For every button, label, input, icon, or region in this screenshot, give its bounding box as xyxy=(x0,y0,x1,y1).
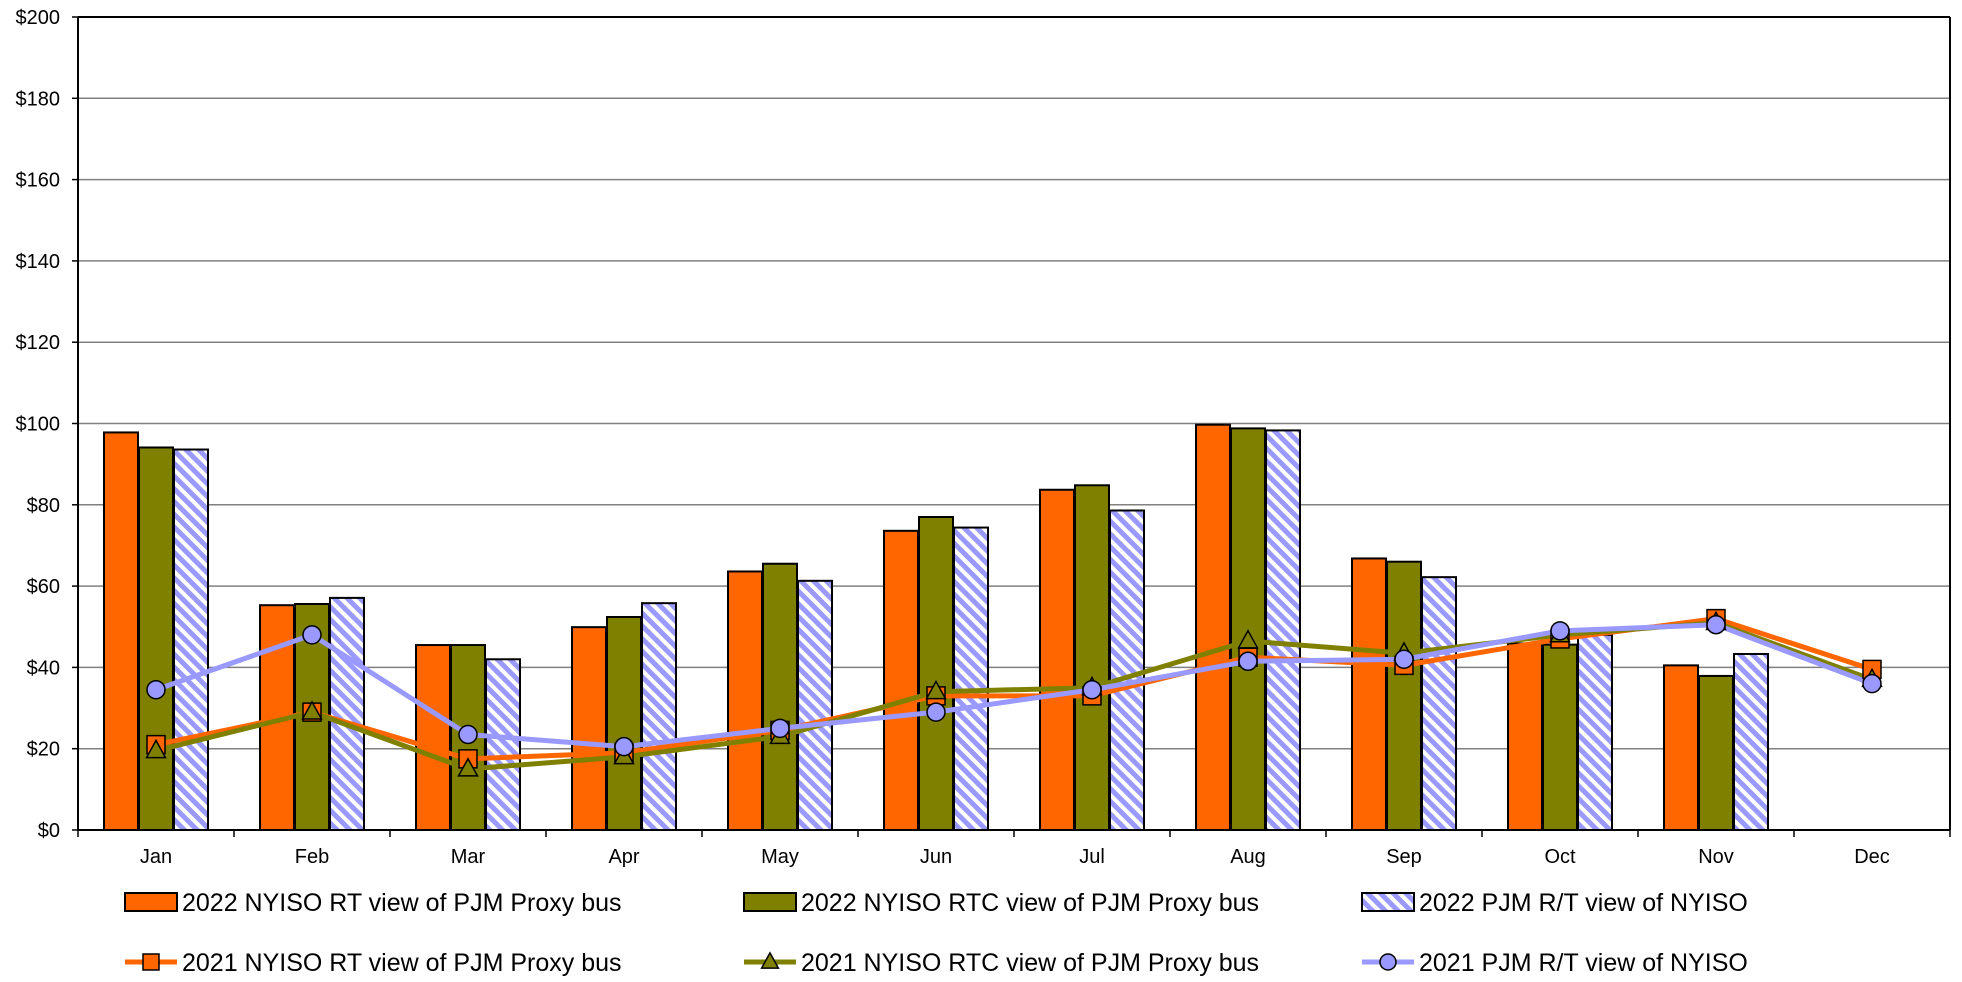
y-tick-label: $0 xyxy=(38,820,60,842)
marker-2021-pjm-r-t-view-of-nyiso xyxy=(1082,680,1102,700)
x-tick-label: Sep xyxy=(1386,846,1422,868)
y-tick-label: $160 xyxy=(16,170,61,192)
marker-2021-nyiso-rtc-view-of-pjm-proxy-bus xyxy=(145,738,167,759)
legend-swatch xyxy=(124,892,178,912)
series-markers xyxy=(145,608,1883,777)
bar-2022-nyiso-rt-view-of-pjm-proxy-bus xyxy=(571,626,607,831)
bar-2022-nyiso-rt-view-of-pjm-proxy-bus xyxy=(1039,488,1075,831)
legend-marker xyxy=(142,953,160,971)
bar-2022-nyiso-rtc-view-of-pjm-proxy-bus xyxy=(1074,484,1110,831)
bar-2022-pjm-r-t-view-of-nyiso xyxy=(485,658,521,832)
bar-2022-nyiso-rt-view-of-pjm-proxy-bus xyxy=(415,644,451,831)
y-tick-label: $100 xyxy=(16,414,61,436)
bar-2022-nyiso-rt-view-of-pjm-proxy-bus xyxy=(103,431,139,831)
bar-2022-nyiso-rtc-view-of-pjm-proxy-bus xyxy=(1542,643,1578,831)
marker-2021-nyiso-rtc-view-of-pjm-proxy-bus xyxy=(1237,629,1259,649)
y-tick-label: $180 xyxy=(16,88,61,110)
line-2021-nyiso-rtc-view-of-pjm-proxy-bus xyxy=(155,620,1873,772)
y-tick-label: $20 xyxy=(27,739,60,761)
legend-label: 2022 NYISO RT view of PJM Proxy bus xyxy=(182,889,622,917)
x-tick-label: Oct xyxy=(1544,846,1576,868)
bar-2022-nyiso-rt-view-of-pjm-proxy-bus xyxy=(727,570,763,831)
bar-2022-pjm-r-t-view-of-nyiso xyxy=(1109,509,1145,831)
bar-2022-nyiso-rt-view-of-pjm-proxy-bus xyxy=(1195,423,1231,831)
bar-2022-pjm-r-t-view-of-nyiso xyxy=(1265,429,1301,831)
bar-2022-nyiso-rt-view-of-pjm-proxy-bus xyxy=(883,529,919,831)
x-tick-label: Aug xyxy=(1230,846,1266,868)
line-2021-pjm-r-t-view-of-nyiso xyxy=(155,622,1873,750)
y-tick-label: $40 xyxy=(27,657,60,679)
bar-2022-pjm-r-t-view-of-nyiso xyxy=(1733,652,1769,831)
x-tick-label: Apr xyxy=(608,846,639,868)
marker-2021-nyiso-rtc-view-of-pjm-proxy-bus xyxy=(301,700,323,720)
y-tick-label: $200 xyxy=(16,7,61,29)
x-tick-label: Nov xyxy=(1698,846,1734,868)
legend: 2022 NYISO RT view of PJM Proxy bus 2022 … xyxy=(124,889,1748,977)
bar-2022-pjm-r-t-view-of-nyiso xyxy=(329,596,365,831)
y-tick-label: $80 xyxy=(27,495,60,517)
marker-2021-pjm-r-t-view-of-nyiso xyxy=(1238,651,1258,672)
marker-2021-pjm-r-t-view-of-nyiso xyxy=(1394,649,1414,670)
marker-2021-pjm-r-t-view-of-nyiso xyxy=(614,736,634,757)
marker-2021-pjm-r-t-view-of-nyiso xyxy=(302,625,322,645)
marker-2021-pjm-r-t-view-of-nyiso xyxy=(1706,614,1726,635)
legend-label: 2022 NYISO RTC view of PJM Proxy bus xyxy=(801,889,1259,917)
series-lines xyxy=(155,616,1873,772)
bar-2022-nyiso-rtc-view-of-pjm-proxy-bus xyxy=(918,515,954,831)
gridlines xyxy=(78,97,1950,750)
y-tick-label: $60 xyxy=(27,576,60,598)
x-tick-label: Feb xyxy=(295,846,329,868)
bar-2022-nyiso-rt-view-of-pjm-proxy-bus xyxy=(1663,664,1699,831)
bars xyxy=(103,423,1769,832)
bar-2022-pjm-r-t-view-of-nyiso xyxy=(797,579,833,831)
x-tick-label: Dec xyxy=(1854,846,1890,868)
bar-2022-nyiso-rtc-view-of-pjm-proxy-bus xyxy=(1386,560,1422,832)
y-tick-label: $140 xyxy=(16,251,61,273)
legend-marker xyxy=(760,951,780,969)
axes: $0 $20 $40 $60 $80 $100 $120 $140 $160 $180 $200 Ja… xyxy=(16,7,1951,868)
bar-2022-nyiso-rtc-view-of-pjm-proxy-bus xyxy=(762,562,798,831)
line-2021-nyiso-rt-view-of-pjm-proxy-bus xyxy=(155,616,1873,762)
marker-2021-nyiso-rtc-view-of-pjm-proxy-bus xyxy=(457,757,479,777)
bar-2022-pjm-r-t-view-of-nyiso xyxy=(1577,633,1613,831)
y-tick-label: $120 xyxy=(16,332,61,354)
marker-2021-nyiso-rtc-view-of-pjm-proxy-bus xyxy=(925,679,947,700)
marker-2021-pjm-r-t-view-of-nyiso xyxy=(458,724,478,745)
marker-2021-pjm-r-t-view-of-nyiso xyxy=(926,702,946,722)
marker-2021-pjm-r-t-view-of-nyiso xyxy=(1550,621,1570,641)
marker-2021-pjm-r-t-view-of-nyiso xyxy=(146,680,166,700)
marker-2021-pjm-r-t-view-of-nyiso xyxy=(1862,673,1882,694)
bar-2022-nyiso-rtc-view-of-pjm-proxy-bus xyxy=(606,615,642,832)
x-tick-label: Jul xyxy=(1079,846,1105,868)
x-tick-label: May xyxy=(761,846,799,868)
bar-2022-pjm-r-t-view-of-nyiso xyxy=(953,526,989,832)
bar-2022-pjm-r-t-view-of-nyiso xyxy=(641,602,677,831)
x-tick-label: Jan xyxy=(140,846,172,868)
marker-2021-pjm-r-t-view-of-nyiso xyxy=(770,718,790,739)
bar-2022-pjm-r-t-view-of-nyiso xyxy=(173,448,209,831)
legend-label: 2021 NYISO RTC view of PJM Proxy bus xyxy=(801,949,1259,977)
legend-swatch xyxy=(743,892,797,912)
x-tick-label: Jun xyxy=(920,846,952,868)
legend-swatch xyxy=(1361,892,1415,912)
bar-2022-pjm-r-t-view-of-nyiso xyxy=(1421,576,1457,831)
bar-2022-nyiso-rt-view-of-pjm-proxy-bus xyxy=(1507,642,1543,831)
legend-label: 2022 PJM R/T view of NYISO xyxy=(1419,889,1748,917)
legend-marker xyxy=(1379,953,1397,971)
bar-2022-nyiso-rtc-view-of-pjm-proxy-bus xyxy=(138,446,174,831)
bar-2022-nyiso-rtc-view-of-pjm-proxy-bus xyxy=(1698,674,1734,832)
x-tick-label: Mar xyxy=(451,846,486,868)
legend-label: 2021 PJM R/T view of NYISO xyxy=(1419,949,1748,977)
bar-2022-nyiso-rt-view-of-pjm-proxy-bus xyxy=(1351,557,1387,831)
legend-label: 2021 NYISO RT view of PJM Proxy bus xyxy=(182,949,622,977)
